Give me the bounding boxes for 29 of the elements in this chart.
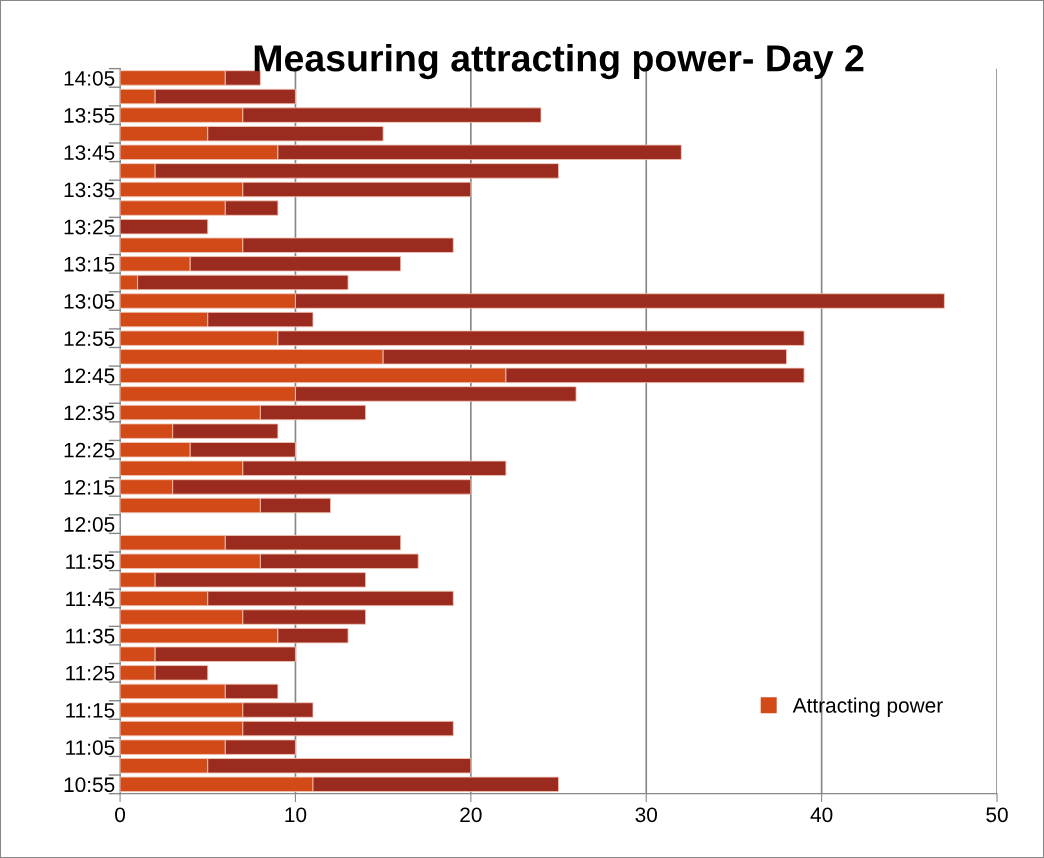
- x-tick-label: 10: [285, 807, 307, 823]
- y-tick-label: 11:05: [66, 740, 115, 755]
- y-tick-label: 13:35: [64, 182, 115, 198]
- x-tick-label: 0: [115, 807, 126, 823]
- y-tick-label: 13:55: [64, 108, 115, 123]
- y-tick-label: 12:15: [64, 479, 115, 495]
- y-tick-label: 13:45: [64, 145, 115, 161]
- y-tick-label: 10:55: [64, 777, 115, 793]
- y-tick-label: 12:55: [64, 331, 115, 346]
- bar: [120, 218, 209, 235]
- y-tick-label: 11:55: [66, 554, 115, 570]
- x-tick-label: 50: [986, 807, 1008, 823]
- y-tick-label: 13:25: [64, 219, 115, 235]
- x-tick-label: 30: [635, 807, 658, 823]
- y-tick-label: 13:15: [64, 256, 115, 272]
- y-tick-label: 14:05: [64, 70, 115, 86]
- y-tick-label: 11:35: [66, 628, 115, 644]
- y-tick-label: 12:35: [64, 405, 115, 421]
- y-tick-label: 13:05: [64, 294, 115, 309]
- y-tick-label: 12:25: [64, 442, 115, 458]
- x-tick-label: 40: [810, 807, 833, 823]
- y-tick-label: 11:25: [66, 665, 115, 681]
- y-tick-label: 11:15: [66, 703, 115, 718]
- y-tick-label: 12:05: [64, 517, 115, 532]
- y-tick-label: 11:45: [66, 591, 115, 607]
- chart-title: Measuring attracting power- Day 2: [254, 44, 864, 80]
- y-tick-label: 12:45: [64, 368, 115, 384]
- x-tick-label: 20: [460, 807, 482, 823]
- legend-label: Attracting power: [792, 697, 943, 717]
